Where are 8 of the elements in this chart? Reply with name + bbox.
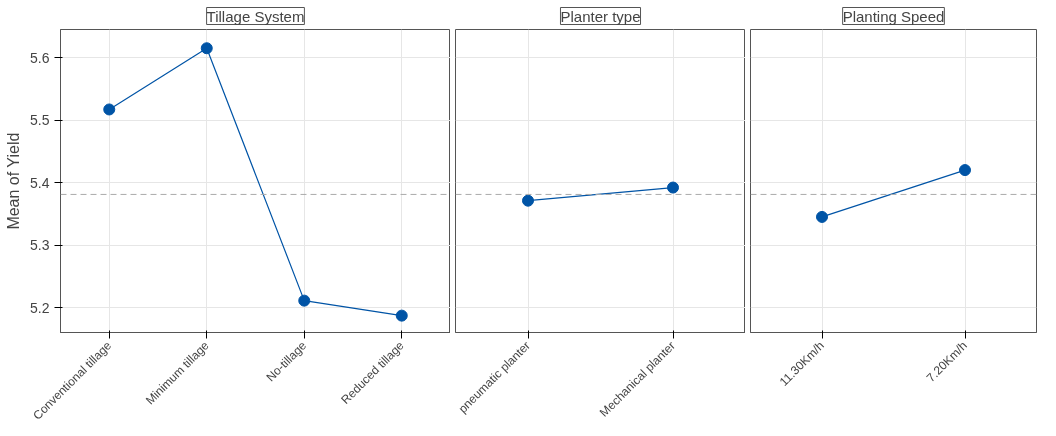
chart-title: Planting Speed bbox=[842, 7, 945, 25]
y-tick-label: 5.2 bbox=[30, 299, 50, 316]
chart-title: Planter type bbox=[560, 7, 641, 25]
y-axis-title: Mean of Yield bbox=[5, 132, 23, 230]
y-tick-label: 5.5 bbox=[30, 112, 50, 129]
y-tick-label: 5.6 bbox=[30, 49, 50, 66]
y-tick-label: 5.3 bbox=[30, 237, 50, 254]
y-tick-label: 5.4 bbox=[30, 174, 50, 191]
